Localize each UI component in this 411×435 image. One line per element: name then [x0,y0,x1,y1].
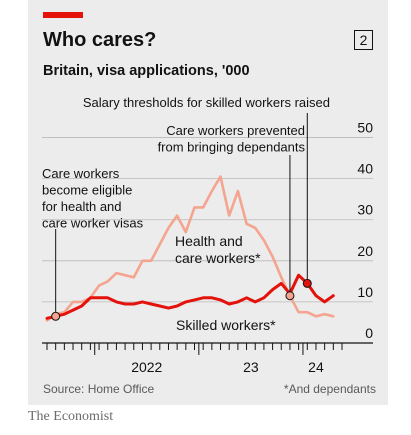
y-tick-label: 0 [365,325,373,341]
annotation-marker [285,291,295,301]
annotation-label: Salary thresholds for skilled workers ra… [83,95,330,110]
y-tick-label: 10 [357,284,373,300]
chart-card: Who cares? 2 Britain, visa applications,… [28,0,388,405]
source-note: Source: Home Office [43,382,155,396]
annotation-marker [302,278,312,288]
accent-bar [43,12,83,18]
y-tick-label: 50 [357,120,373,136]
y-tick-label: 30 [357,202,373,218]
annotation-label: Care workers prevented [166,123,305,138]
chart-title: Who cares? [43,29,157,51]
footnote: *And dependants [283,382,376,396]
annotation-label: from bringing dependants [158,140,306,155]
brand-wordmark: The Economist [28,409,114,424]
x-tick-label: 23 [243,359,259,375]
annotation-marker [51,311,61,321]
chart-subtitle: Britain, visa applications, '000 [43,63,250,79]
y-tick-label: 20 [357,243,373,259]
annotation-label: care worker visas [42,216,144,231]
annotation-label: Care workers [42,166,120,181]
annotation-label: for health and [42,199,122,214]
series-label: care workers* [175,250,261,266]
x-tick-label: 2022 [131,359,162,375]
series-label: Skilled workers* [176,317,276,333]
annotation-label: become eligible [42,183,132,198]
chart-number-badge: 2 [354,30,373,50]
y-tick-label: 40 [357,161,373,177]
series-label: Health and [175,233,243,249]
skilled-workers-line [45,273,335,320]
x-tick-label: 24 [308,359,324,375]
